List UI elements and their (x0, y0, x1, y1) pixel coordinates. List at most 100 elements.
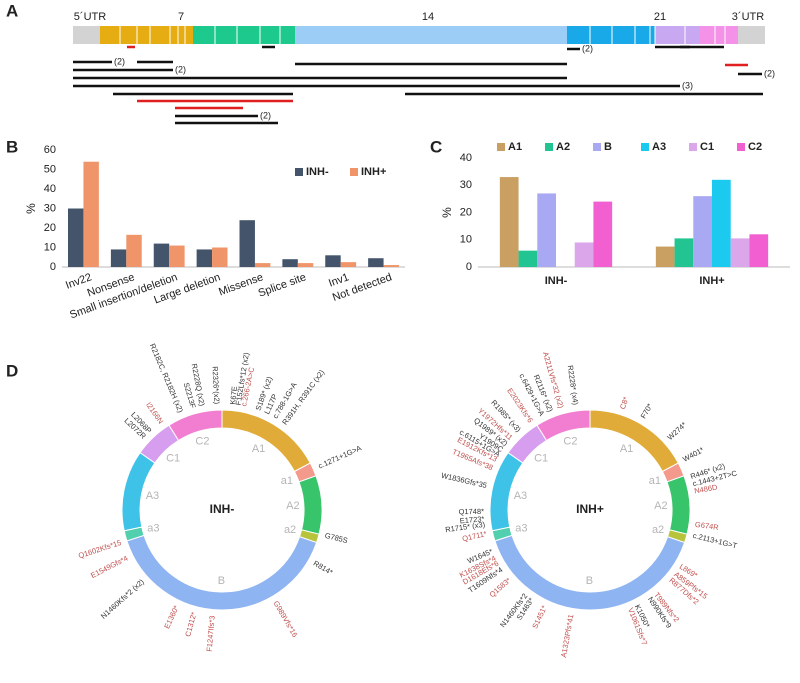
bar (712, 179, 731, 267)
domain-arc (221, 409, 311, 473)
domain-label: C1 (534, 452, 548, 464)
bar (325, 255, 341, 267)
bar (574, 242, 594, 267)
bar (282, 259, 298, 267)
mutation-label: C1312* (183, 611, 198, 638)
y-tick-label: 40 (460, 152, 472, 164)
bar (499, 177, 519, 267)
mutation-label: C8* (618, 396, 630, 411)
y-tick-label: 0 (50, 261, 56, 273)
utr-label: 5´UTR (74, 11, 106, 23)
bar (196, 249, 213, 267)
mutation-label: G785S (324, 531, 349, 545)
domain-arc (126, 534, 318, 611)
domain-label: a1 (649, 475, 661, 487)
y-tick-label: 30 (460, 179, 472, 191)
x-tick-label: INH+ (699, 275, 724, 287)
domain-label: A2 (654, 500, 667, 512)
bar (68, 208, 84, 267)
exon-label: 14 (422, 11, 434, 23)
mutation-label: N1460Kfs*2 (x2) (99, 577, 146, 621)
legend-label: A1 (508, 141, 522, 153)
panel-label: B (6, 137, 18, 156)
mutation-label: R2228* (x4) (566, 365, 581, 406)
mutation-label: c.2113+1G>T (692, 531, 739, 551)
count-label: (2) (260, 110, 271, 120)
mutation-label: G674R (694, 520, 719, 532)
y-tick-label: 30 (44, 202, 56, 214)
legend-label: B (604, 141, 612, 153)
domain-label: A2 (286, 500, 299, 512)
domain-arc (298, 475, 323, 535)
mutation-label: S1451* (530, 604, 549, 630)
legend-swatch (641, 143, 649, 151)
domain-label: a2 (652, 524, 664, 536)
exon-label: 7 (178, 11, 184, 23)
legend-label: INH- (306, 166, 329, 178)
domain-label: a1 (281, 475, 293, 487)
mutation-label: G989Vfs*16 (272, 599, 300, 639)
bar (383, 265, 399, 267)
domain-label: a3 (147, 522, 159, 534)
legend-swatch (593, 143, 601, 151)
domain-arc (536, 409, 591, 442)
y-axis-label: % (440, 207, 454, 218)
domain-label: B (218, 575, 225, 587)
bar (537, 193, 556, 267)
bar (169, 245, 185, 267)
domain-arc (666, 475, 691, 535)
count-label: (3) (682, 80, 693, 90)
mutation-label: c.1271+1G>A (317, 443, 363, 470)
legend-swatch (350, 168, 358, 176)
domain-label: C1 (166, 452, 180, 464)
count-label: (2) (114, 56, 125, 66)
mutation-label: F1247Ifs*3 (205, 615, 217, 652)
bar (153, 243, 170, 267)
legend-label: C2 (748, 141, 762, 153)
bar (110, 249, 127, 267)
legend-swatch (545, 143, 553, 151)
bar (749, 234, 769, 267)
gene-segment (193, 26, 295, 44)
mutation-label: A1323Pfs*41 (559, 614, 575, 659)
y-tick-label: 20 (44, 222, 56, 234)
bar (518, 250, 538, 267)
y-axis-label: % (24, 203, 38, 214)
legend-swatch (295, 168, 303, 176)
gene-segment (100, 26, 193, 44)
domain-label: A1 (620, 443, 633, 455)
mutation-label: Q1602Kfs*15 (77, 538, 122, 560)
domain-label: A3 (146, 490, 159, 502)
gene-segment (73, 26, 100, 44)
domain-label: B (586, 575, 593, 587)
gene-segment (738, 26, 765, 44)
bar (83, 161, 99, 267)
y-tick-label: 0 (466, 261, 472, 273)
x-tick-label: INH- (545, 275, 568, 287)
domain-label: C2 (563, 436, 577, 448)
utr-label: 3´UTR (732, 11, 764, 23)
gene-segment (295, 26, 567, 44)
gene-segment (655, 26, 700, 44)
x-tick-label: Splice site (257, 271, 308, 299)
legend-label: A2 (556, 141, 570, 153)
y-tick-label: 20 (460, 206, 472, 218)
mutation-label: N486D (694, 482, 719, 495)
legend-swatch (737, 143, 745, 151)
mutation-label: W401* (681, 445, 705, 464)
domain-label: a2 (284, 524, 296, 536)
count-label: (2) (582, 43, 593, 53)
domain-label: a3 (515, 522, 527, 534)
mutation-label: E1549Gfs*4 (89, 554, 129, 580)
panel-label: D (6, 361, 18, 380)
bar (693, 196, 712, 267)
domain-label: A1 (252, 443, 265, 455)
bar (655, 246, 675, 267)
legend-swatch (689, 143, 697, 151)
mutation-label: R2326*(x2) (210, 366, 221, 405)
legend-label: INH+ (361, 166, 386, 178)
bar (239, 220, 255, 267)
y-tick-label: 60 (44, 144, 56, 156)
ring-center-label: INH- (210, 502, 235, 516)
